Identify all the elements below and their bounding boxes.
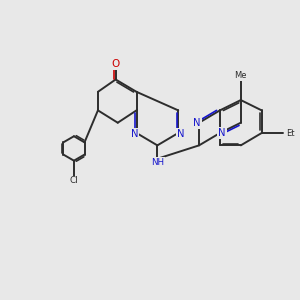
Text: Cl: Cl [70, 176, 78, 185]
Text: O: O [112, 59, 120, 69]
Text: Et: Et [286, 128, 294, 137]
Text: Me: Me [235, 71, 247, 80]
Text: N: N [218, 128, 226, 138]
Text: N: N [193, 118, 201, 128]
Text: NH: NH [151, 158, 164, 167]
Text: N: N [131, 129, 138, 139]
Text: N: N [176, 129, 184, 139]
